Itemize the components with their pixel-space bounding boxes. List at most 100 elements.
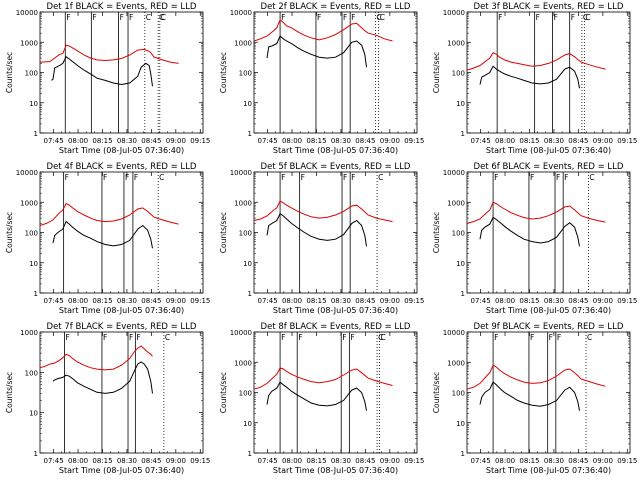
y-tick-label: 1 <box>34 290 38 298</box>
x-tick-label: 09:00 <box>380 137 400 145</box>
panel-title: Det 1f BLACK = Events, RED = LLD <box>47 2 197 12</box>
marker-flag: F <box>66 13 70 22</box>
marker-flag: F <box>281 173 285 182</box>
x-tick-label: 09:00 <box>593 457 613 465</box>
marker-flag: C <box>378 173 383 182</box>
x-axis-label: Start Time (08-Jul-05 07:36:40) <box>59 306 184 315</box>
plot-frame <box>253 11 418 134</box>
x-tick-label: 09:00 <box>380 457 400 465</box>
y-tick-label: 1 <box>248 130 252 138</box>
y-tick-label: 1000 <box>20 199 38 207</box>
events-rate-line <box>51 56 153 87</box>
marker-flag: F <box>317 13 321 22</box>
detector-panel-8: Det 8f BLACK = Events, RED = LLD 1 10 100 10… <box>219 322 424 475</box>
marker-flag: F <box>136 333 140 342</box>
x-axis-label: Start Time (08-Jul-05 07:36:40) <box>486 146 611 155</box>
x-tick-label: 08:00 <box>68 297 88 305</box>
y-axis-label: Counts/sec <box>5 212 14 253</box>
x-tick-label: 08:00 <box>282 297 302 305</box>
x-tick-label: 07:45 <box>257 297 277 305</box>
x-tick-label: 08:30 <box>117 297 137 305</box>
panel-title: Det 6f BLACK = Events, RED = LLD <box>474 162 624 172</box>
marker-flag: F <box>103 173 107 182</box>
x-tick-label: 08:00 <box>282 457 302 465</box>
marker-flag: F <box>298 333 302 342</box>
x-tick-label: 08:45 <box>355 137 375 145</box>
x-tick-label: 07:45 <box>43 297 63 305</box>
x-tick-label: 07:45 <box>470 457 490 465</box>
y-tick-label: 100 <box>25 230 38 238</box>
y-tick-label: 1000 <box>447 39 465 47</box>
x-tick-label: 08:15 <box>519 297 539 305</box>
panel-title: Det 8f BLACK = Events, RED = LLD <box>261 322 411 332</box>
y-tick-label: 10 <box>456 100 465 108</box>
plot-frame <box>39 11 204 134</box>
marker-flag: F <box>129 13 133 22</box>
marker-flag: C <box>376 13 381 22</box>
marker-flag: F <box>351 173 355 182</box>
marker-flag: F <box>92 13 96 22</box>
lld-rate-line <box>466 201 606 224</box>
y-tick-label: 100 <box>25 70 38 78</box>
y-tick-label: 1 <box>248 450 252 458</box>
y-tick-label: 10 <box>456 420 465 428</box>
y-tick-label: 100 <box>452 390 465 398</box>
panel-title: Det 4f BLACK = Events, RED = LLD <box>47 162 197 172</box>
marker-flag: F <box>120 13 124 22</box>
x-tick-label: 08:15 <box>306 457 326 465</box>
lld-rate-line <box>253 19 393 42</box>
y-tick-label: 1 <box>248 290 252 298</box>
x-tick-label: 08:30 <box>331 457 351 465</box>
events-rate-line <box>266 381 367 411</box>
marker-flag: F <box>494 333 498 342</box>
y-tick-label: 10000 <box>230 169 252 177</box>
x-tick-label: 09:15 <box>404 137 424 145</box>
y-tick-label: 1000 <box>20 39 38 47</box>
y-tick-label: 10000 <box>16 169 38 177</box>
detector-panel-4: Det 4f BLACK = Events, RED = LLD 1 10 100 10… <box>5 162 210 315</box>
plot-frame <box>466 331 631 454</box>
marker-flag: F <box>134 173 138 182</box>
lld-rate-line <box>253 200 393 223</box>
x-tick-label: 08:00 <box>495 297 515 305</box>
y-tick-label: 1000 <box>234 359 252 367</box>
lld-rate-line <box>253 367 393 390</box>
y-tick-label: 10 <box>243 420 252 428</box>
y-tick-label: 100 <box>239 70 252 78</box>
marker-flag: C <box>587 333 592 342</box>
x-axis-label: Start Time (08-Jul-05 07:36:40) <box>59 146 184 155</box>
x-tick-label: 08:45 <box>355 297 375 305</box>
x-tick-label: 09:00 <box>166 457 186 465</box>
y-tick-label: 100 <box>239 230 252 238</box>
y-tick-label: 10 <box>243 100 252 108</box>
y-tick-label: 10 <box>29 410 38 418</box>
y-tick-label: 1 <box>461 290 465 298</box>
y-tick-label: 10000 <box>443 9 465 17</box>
x-tick-label: 08:45 <box>141 457 161 465</box>
x-axis-label: Start Time (08-Jul-05 07:36:40) <box>273 306 398 315</box>
x-tick-label: 08:15 <box>306 137 326 145</box>
events-rate-line <box>479 216 580 247</box>
y-tick-label: 10000 <box>230 329 252 337</box>
y-tick-label: 10 <box>29 260 38 268</box>
marker-flag: F <box>65 173 69 182</box>
y-tick-label: 10000 <box>16 9 38 17</box>
x-tick-label: 09:00 <box>380 297 400 305</box>
x-tick-label: 09:15 <box>404 297 424 305</box>
detector-panel-5: Det 5f BLACK = Events, RED = LLD 1 10 100 10… <box>219 162 424 315</box>
detector-panel-9: Det 9f BLACK = Events, RED = LLD 1 10 100 10… <box>432 322 637 475</box>
marker-flag: C <box>165 333 170 342</box>
marker-flag: C <box>159 13 164 22</box>
x-tick-label: 09:15 <box>190 297 210 305</box>
y-tick-label: 1000 <box>20 329 38 337</box>
marker-flag: C <box>159 173 164 182</box>
marker-flag: F <box>65 333 69 342</box>
y-tick-label: 100 <box>239 390 252 398</box>
x-tick-label: 08:45 <box>568 297 588 305</box>
x-tick-label: 08:00 <box>68 457 88 465</box>
marker-flag: F <box>530 173 534 182</box>
lld-rate-line <box>466 52 606 71</box>
lld-rate-line <box>466 364 606 390</box>
x-tick-label: 07:45 <box>257 457 277 465</box>
x-tick-label: 08:30 <box>544 297 564 305</box>
